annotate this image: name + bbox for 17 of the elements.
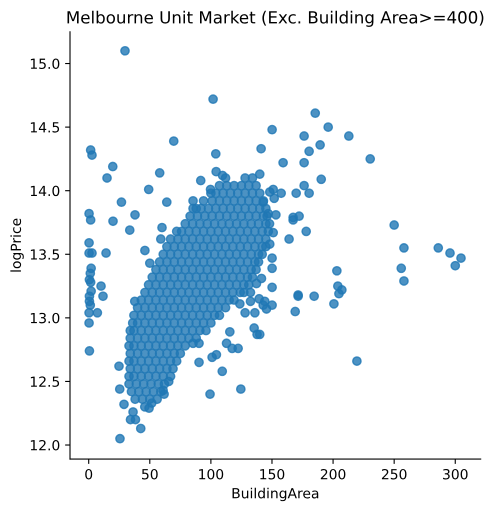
x-tick-label: 250 — [382, 468, 406, 480]
y-tick-label: 12.0 — [30, 440, 60, 450]
x-tick-label: 200 — [320, 468, 346, 480]
y-tick-label: 13.0 — [30, 312, 60, 324]
y-tick-label: 14.5 — [30, 122, 60, 133]
chart-title: Melbourne Unit Market (Exc. Building Area>=400) — [68, 10, 484, 27]
x-tick-label: 300 — [443, 468, 468, 480]
y-axis-title: logPrice — [10, 218, 24, 272]
x-tick-label: 100 — [199, 468, 224, 480]
x-tick-label: 50 — [142, 468, 158, 480]
y-tick-label: 13.5 — [30, 249, 60, 260]
y-tick-label: 15.0 — [30, 58, 60, 70]
x-tick-label: 0 — [85, 468, 92, 480]
y-tick-label: 12.5 — [30, 376, 60, 387]
x-axis-title: BuildingArea — [232, 488, 318, 502]
x-tick-label: 150 — [260, 468, 284, 480]
y-tick-label: 14.0 — [30, 186, 60, 196]
